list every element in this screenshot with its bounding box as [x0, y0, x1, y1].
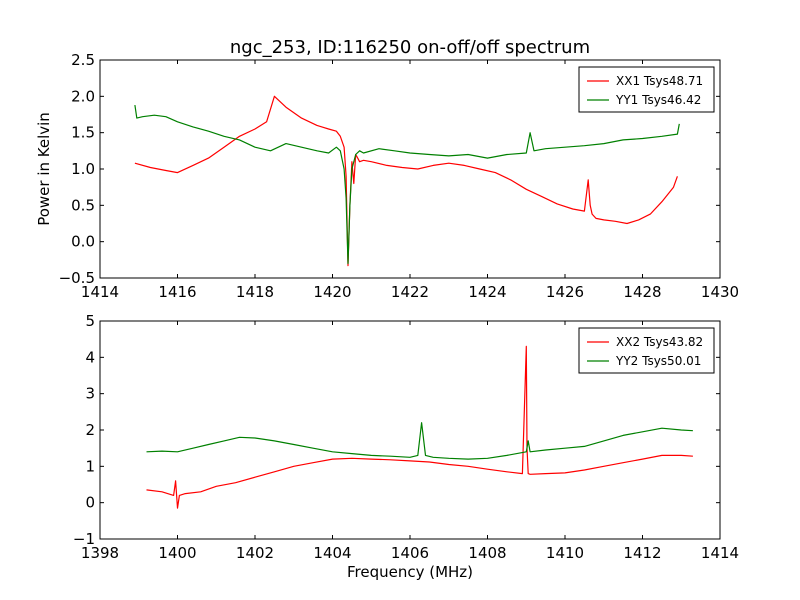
top-x-tick-label: 1416 [158, 283, 196, 301]
top-plot: 1414 1416 1418 1420 1422 1424 1426 1428 1430 −0.5… [59, 51, 740, 301]
bottom-y-tick-label: 2 [85, 421, 95, 439]
bottom-x-tick-label: 1398 [81, 544, 119, 562]
top-series-line-2 [134, 105, 680, 265]
top-series-line-1 [134, 95, 678, 267]
top-y-tick-label: −0.5 [59, 269, 95, 287]
top-legend-label: XX1 Tsys48.71 [616, 74, 703, 88]
top-x-tick-label: 1422 [391, 283, 429, 301]
bottom-x-axis-label: Frequency (MHz) [347, 563, 473, 581]
bottom-x-tick-label: 1412 [623, 544, 661, 562]
bottom-x-tick-label: 1410 [546, 544, 584, 562]
top-y-tick-label: 0.0 [71, 233, 95, 251]
bottom-y-tick-label: 0 [85, 494, 95, 512]
bottom-y-tick-label: 4 [85, 348, 95, 366]
top-y-tick-label: 1.0 [71, 160, 95, 178]
top-x-tick-label: 1414 [81, 283, 119, 301]
top-x-tick-label: 1430 [701, 283, 739, 301]
top-y-tick-label: 0.5 [71, 196, 95, 214]
top-x-tick-label: 1418 [236, 283, 274, 301]
bottom-plot: 1398 1400 1402 1404 1406 1408 1410 1412 1414 −1 0 1… [73, 312, 739, 562]
bottom-x-tick-label: 1406 [391, 544, 429, 562]
top-x-tick-label: 1426 [546, 283, 584, 301]
bottom-series-line-2 [146, 422, 693, 460]
top-x-tick-label: 1428 [623, 283, 661, 301]
bottom-y-tick-label: 5 [85, 312, 95, 330]
bottom-legend-label: XX2 Tsys43.82 [616, 335, 703, 349]
bottom-series-line-1 [146, 345, 693, 509]
bottom-x-tick-label: 1400 [158, 544, 196, 562]
top-y-tick-label: 2.0 [71, 87, 95, 105]
bottom-x-tick-label: 1404 [313, 544, 351, 562]
bottom-x-tick-label: 1402 [236, 544, 274, 562]
chart-title: ngc_253, ID:116250 on-off/off spectrum [230, 37, 590, 58]
top-x-tick-label: 1420 [313, 283, 351, 301]
top-x-tick-label: 1424 [468, 283, 506, 301]
top-y-tick-label: 1.5 [71, 124, 95, 142]
top-y-axis-label: Power in Kelvin [35, 112, 53, 226]
bottom-y-tick-label: −1 [73, 530, 95, 548]
bottom-x-tick-label: 1408 [468, 544, 506, 562]
bottom-x-tick-label: 1414 [701, 544, 739, 562]
top-y-tick-label: 2.5 [71, 51, 95, 69]
bottom-y-tick-label: 1 [85, 457, 95, 475]
bottom-legend-box [578, 327, 715, 374]
bottom-y-tick-label: 3 [85, 385, 95, 403]
top-legend-box [578, 66, 715, 113]
top-legend-label: YY1 Tsys46.42 [615, 93, 701, 107]
bottom-legend-label: YY2 Tsys50.01 [615, 354, 701, 368]
